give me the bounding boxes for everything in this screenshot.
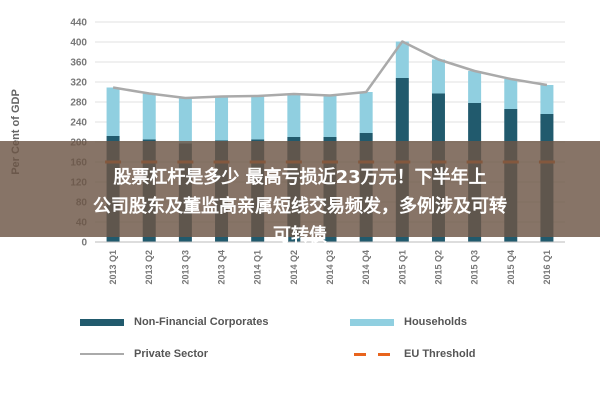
- x-tick-label: 2014 Q2: [289, 250, 299, 285]
- legend-label-households: Households: [404, 316, 467, 328]
- legend-item-non-financial-corporates: Non-Financial Corporates: [80, 312, 268, 332]
- legend-item-households: Households: [350, 312, 467, 332]
- legend-label-eu-threshold: EU Threshold: [404, 348, 476, 360]
- bar-households: [504, 79, 518, 109]
- x-tick-label: 2013 Q4: [217, 250, 227, 285]
- y-tick-label: 400: [70, 38, 87, 49]
- y-tick-label: 240: [70, 118, 87, 129]
- bar-households: [287, 94, 301, 137]
- x-tick-label: 2013 Q1: [108, 250, 118, 285]
- bar-households: [178, 98, 192, 144]
- x-tick-label: 2015 Q4: [506, 250, 516, 285]
- bar-households: [359, 92, 373, 133]
- y-tick-label: 360: [70, 58, 87, 69]
- legend-item-private-sector: Private Sector: [80, 344, 208, 364]
- headline-text: 股票杠杆是多少 最高亏损近23万元！下半年上 公司股东及董监高亲属短线交易频发，…: [0, 163, 600, 250]
- headline-overlay: [0, 141, 600, 237]
- chart-legend: Non-Financial Corporates Households Priv…: [80, 308, 560, 388]
- bar-households: [323, 95, 337, 137]
- y-tick-label: 0: [81, 238, 87, 249]
- bar-households: [395, 41, 409, 78]
- bar-households: [468, 71, 482, 103]
- x-tick-label: 2016 Q1: [542, 250, 552, 285]
- line-private-sector: [112, 40, 548, 100]
- y-tick-label: 280: [70, 98, 87, 109]
- legend-label-non-financial-corporates: Non-Financial Corporates: [134, 316, 269, 328]
- bar-households: [540, 85, 554, 114]
- x-tick-label: 2013 Q2: [144, 250, 154, 285]
- y-tick-label: 440: [70, 18, 87, 29]
- x-tick-label: 2015 Q2: [433, 250, 443, 285]
- bar-households: [215, 96, 229, 141]
- headline-line-2: 公司股东及董监高亲属短线交易频发，多例涉及可转: [93, 196, 507, 217]
- bar-households: [106, 87, 120, 136]
- legend-item-eu-threshold: EU Threshold: [350, 344, 476, 364]
- legend-swatch-eu-threshold: [350, 351, 394, 358]
- x-tick-label: 2014 Q4: [361, 250, 371, 285]
- bar-households: [142, 93, 156, 140]
- y-tick-label: 320: [70, 78, 87, 89]
- x-tick-label: 2015 Q1: [397, 250, 407, 285]
- x-tick-label: 2014 Q3: [325, 250, 335, 285]
- x-tick-label: 2013 Q3: [180, 250, 190, 285]
- legend-swatch-non-financial-corporates: [80, 318, 124, 326]
- x-tick-label: 2014 Q1: [253, 250, 263, 285]
- x-tick-label: 2015 Q3: [470, 250, 480, 285]
- legend-swatch-private-sector: [80, 353, 124, 355]
- bar-households: [251, 96, 265, 140]
- legend-label-private-sector: Private Sector: [134, 348, 208, 360]
- headline-line-3: 可转债: [273, 225, 327, 246]
- legend-swatch-households: [350, 318, 394, 326]
- headline-line-1: 股票杠杆是多少 最高亏损近23万元！下半年上: [113, 167, 487, 188]
- bar-households: [431, 59, 445, 94]
